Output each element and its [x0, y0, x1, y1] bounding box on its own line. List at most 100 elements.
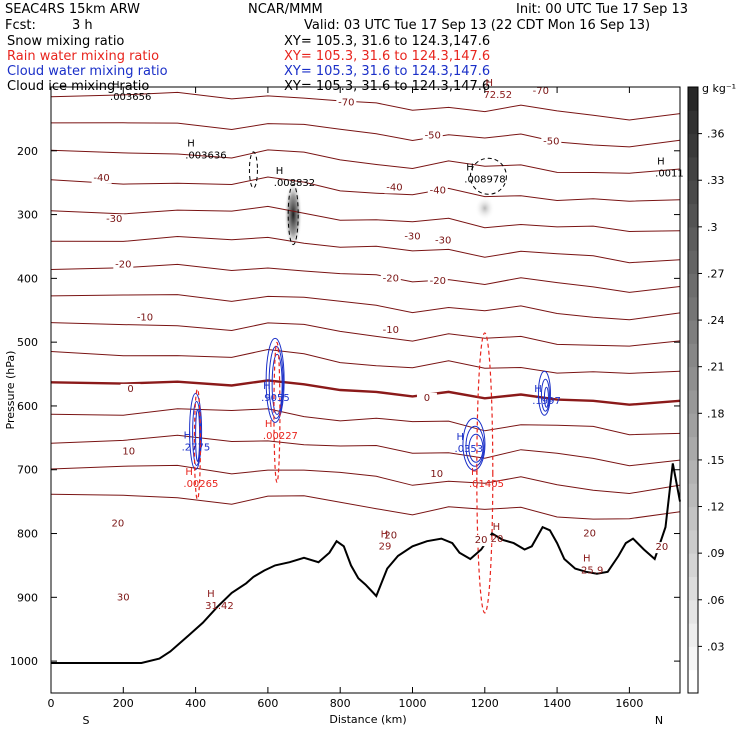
isotherm-label: 20 — [112, 519, 125, 530]
isotherm-label: 0 — [127, 384, 133, 395]
y-tick-label: 400 — [17, 272, 38, 285]
max-marker: H — [657, 156, 665, 167]
max-value-label: .00227 — [263, 431, 298, 442]
cloud-water-contour — [271, 353, 283, 415]
field-name: Cloud water mixing ratio — [7, 64, 168, 79]
isotherm-label: 30 — [117, 593, 130, 604]
colorbar-tick-label: .12 — [707, 501, 725, 514]
isotherm-label: -40 — [386, 182, 402, 193]
x-tick-label: 200 — [113, 697, 134, 710]
contour-labels: -70 -70 -50 -50 -40 -40 -40 -30 -30 -30 -20 -20 -20 -… — [91, 78, 684, 612]
isotherm-label: 10 — [122, 446, 135, 457]
colorbar-tick-label: .18 — [707, 407, 725, 420]
plot-frame — [50, 86, 681, 694]
max-value-label: .003656 — [110, 92, 151, 103]
valid-time: Valid: 03 UTC Tue 17 Sep 13 (22 CDT Mon … — [304, 18, 650, 33]
cloud-water-contour — [468, 433, 484, 463]
max-value-label: .0353 — [455, 444, 484, 455]
isotherm-label: -50 — [543, 136, 559, 147]
field-legend: Snow mixing ratio XY= 105.3, 31.6 to 124.… — [7, 34, 490, 94]
colorbar-segment — [688, 366, 698, 391]
label-bg — [402, 231, 423, 243]
label-bg — [433, 235, 454, 247]
colorbar-tick-label: .21 — [707, 361, 725, 374]
isotherm-label: 0 — [424, 393, 430, 404]
colorbar-segment — [688, 576, 698, 601]
colorbar-segment — [688, 646, 698, 671]
isotherm-label: -30 — [404, 231, 420, 242]
x-tick-label: 1000 — [398, 697, 426, 710]
max-value-label: .0011 — [655, 168, 684, 179]
label-bg — [380, 530, 401, 542]
colorbar-tick-label: .09 — [707, 547, 725, 560]
label-bg — [471, 535, 492, 547]
cloud-water-contour — [195, 408, 201, 462]
label-bg — [104, 214, 125, 226]
colorbar-segment — [688, 296, 698, 321]
center-title: NCAR/MMM — [248, 2, 323, 17]
label-bg — [113, 592, 134, 604]
y-tick-label: 200 — [17, 145, 38, 158]
init-time: Init: 00 UTC Tue 17 Sep 13 — [516, 2, 688, 17]
field-xy: XY= 105.3, 31.6 to 124.3,147.6 — [284, 64, 490, 79]
label-bg — [530, 86, 551, 98]
max-marker: H — [185, 467, 193, 478]
snow-maximum — [474, 196, 495, 221]
y-tick-label: 900 — [17, 591, 38, 604]
ice-contour — [248, 151, 258, 189]
max-marker: H — [184, 431, 192, 442]
colorbar-segment — [688, 87, 698, 111]
snow-maximum — [284, 180, 303, 249]
label-bg — [416, 392, 437, 404]
isotherm-line — [50, 91, 681, 121]
colorbar-segment — [688, 273, 698, 298]
ice-contour — [287, 184, 299, 246]
label-bg — [120, 383, 141, 395]
y-tick-label: 600 — [17, 400, 38, 413]
colorbar-segment — [688, 623, 698, 647]
label-bg — [427, 276, 448, 288]
label-bg — [579, 528, 600, 540]
cloud-water-contour — [265, 337, 285, 423]
label-bg — [426, 468, 447, 480]
ice-contour — [469, 157, 507, 195]
isotherm-line — [50, 493, 681, 520]
colorbar-tick-label: .36 — [707, 128, 725, 141]
isotherm-label: -10 — [383, 325, 399, 336]
max-value-label: .003636 — [185, 150, 226, 161]
max-marker: H — [381, 529, 389, 540]
isotherm-line — [50, 149, 681, 174]
colorbar-frame — [687, 86, 699, 694]
label-bg — [118, 446, 139, 458]
hydrometeor-contours — [189, 151, 551, 614]
max-marker: H — [583, 554, 591, 565]
label-bg — [384, 182, 405, 194]
colorbar-segment — [688, 529, 698, 554]
isotherm-line — [50, 408, 681, 436]
colorbar-tick-label: .33 — [707, 174, 725, 187]
field-name: Rain water mixing ratio — [7, 49, 159, 64]
max-value-label: 20 — [491, 534, 504, 545]
max-value-label: .00265 — [183, 479, 218, 490]
terrain-layer — [51, 463, 681, 664]
colorbar-segment — [688, 599, 698, 624]
colorbar-segment — [688, 553, 698, 577]
colorbar-segment — [688, 343, 698, 368]
freezing-level-line — [50, 379, 681, 406]
isotherm-label: -20 — [430, 276, 446, 287]
x-tick-label: 1200 — [471, 697, 499, 710]
terrain-line — [51, 463, 681, 664]
axes: 0 200 400 600 800 1000 1200 1400 160020030040050… — [10, 86, 681, 710]
max-marker: H — [207, 589, 215, 600]
colorbar-segment — [688, 250, 698, 274]
max-value-label: 31.42 — [205, 601, 234, 612]
cloud-water-contour — [543, 386, 549, 408]
colorbar-unit: g kg⁻¹ — [702, 82, 736, 95]
isotherm-label: -50 — [425, 131, 441, 142]
colorbar-tick-label: .24 — [707, 314, 725, 327]
fcst-label: Fcst: — [5, 18, 36, 33]
colorbar-tick-label: .06 — [707, 594, 725, 607]
isotherm-label: -30 — [106, 214, 122, 225]
x-tick-label: 1400 — [543, 697, 571, 710]
isotherm-line — [50, 434, 681, 467]
